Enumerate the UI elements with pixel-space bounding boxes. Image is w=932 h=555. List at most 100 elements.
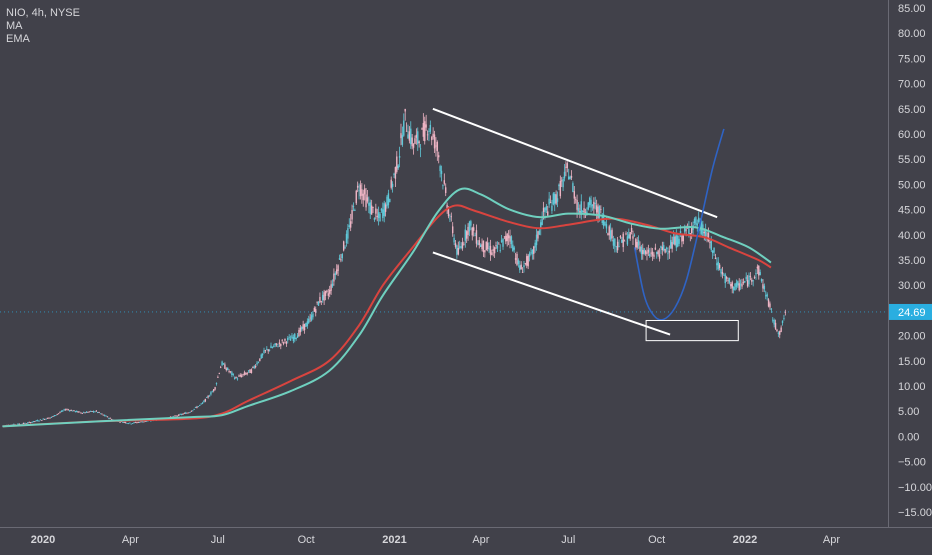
candle-body [505,235,507,242]
candle-body [637,240,640,246]
candle-body [372,206,374,208]
candle-body [340,259,342,261]
ma-indicator-label[interactable]: MA [6,20,23,32]
candle-body [681,235,683,242]
candle-body [530,252,532,254]
candle-body [528,253,531,257]
candle-body [426,134,429,136]
y-tick-label: 10.00 [898,381,926,393]
candle-body [210,392,212,395]
candle-body [556,198,559,202]
candle-body [240,375,243,378]
candle-body [643,248,645,254]
candle-body [34,421,36,422]
last-price-badge [889,303,932,320]
candle-body [616,241,619,251]
candle-body [407,134,409,139]
candle-body [748,275,750,285]
candle-body [765,295,767,297]
candle-body [668,250,671,253]
candle-body [66,409,68,410]
candle-body [252,366,254,368]
candle-body [784,311,787,313]
candle-body [365,194,367,208]
candle-body [31,422,33,423]
ema-line [2,187,772,428]
candle-body [207,395,209,398]
candle-body [531,249,534,255]
y-tick-label: 20.00 [898,331,926,343]
candle-body [74,411,77,412]
candle-body [688,228,690,234]
candle-body [394,167,397,179]
x-tick-label: 2020 [31,534,55,546]
candle-body [389,198,391,203]
candle-body [414,138,416,144]
candle-body [440,170,443,174]
candle-body [231,372,233,376]
candle-body [640,246,643,255]
candle-body [418,141,420,144]
candle-body [217,377,219,378]
candle-body [411,137,413,147]
candle-body [284,338,286,341]
candle-body [291,335,293,339]
candle-body [728,277,731,283]
candle-body [772,319,774,321]
symbol-label[interactable]: NIO, 4h, NYSE [6,7,80,19]
candle-body [292,337,295,342]
y-tick-label: 60.00 [898,129,926,141]
candle-body [512,244,514,252]
candle-body [663,245,665,251]
candle-body [229,371,232,373]
candle-body [517,260,520,265]
candle-body [281,340,283,342]
candle-body [306,321,309,327]
candle-body [175,415,177,417]
candle-body [731,282,733,289]
candle-body [734,283,736,291]
candle-body [718,264,721,269]
candle-body [435,145,437,147]
candle-body [588,197,591,206]
candle-body [597,206,599,219]
candle-body [644,250,647,254]
candle-body [780,327,782,332]
candle-body [493,247,496,254]
candle-body [461,242,464,249]
candle-body [64,409,67,411]
candle-body [544,207,546,213]
candle-body [222,363,225,365]
candle-body [514,258,517,260]
candle-body [759,272,761,276]
candle-body [267,349,269,352]
candle-body [760,278,763,282]
candle-body [211,391,214,393]
candle-body [80,412,82,414]
candle-body [275,343,278,345]
candle-body [330,284,332,291]
candle-body [97,411,99,413]
candle-body [41,420,43,421]
candle-body [777,332,780,334]
candle-body [562,178,564,188]
candle-body [693,218,696,224]
candle-body [559,180,562,197]
candle-body [375,208,377,214]
candle-body [285,341,288,345]
candle-body [396,156,398,172]
candle-body [123,421,125,423]
candle-body [421,128,423,130]
candle-body [744,280,746,283]
candle-body [393,173,395,175]
candle-body [235,376,237,379]
candle-body [431,137,433,141]
candle-body [474,235,476,237]
candle-body [85,411,88,413]
candle-body [313,307,316,312]
ema-indicator-label[interactable]: EMA [6,33,30,45]
candle-body [260,354,262,359]
candle-body [672,236,675,245]
